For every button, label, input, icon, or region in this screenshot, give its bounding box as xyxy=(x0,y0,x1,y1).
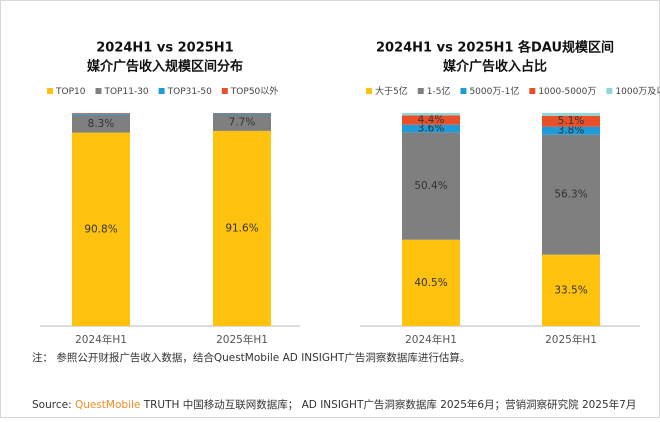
bar-segment xyxy=(72,113,130,114)
data-label: 50.4% xyxy=(414,180,447,192)
source-text: TRUTH 中国移动互联网数据库； AD INSIGHT广告洞察数据库 2025… xyxy=(143,398,637,411)
chart-title: 2024H1 vs 2025H1 各DAU规模区间 xyxy=(376,40,614,56)
data-label: 7.7% xyxy=(229,117,256,129)
data-label: 8.3% xyxy=(88,118,115,130)
legend-swatch xyxy=(366,88,372,94)
chart-title: 媒介广告收入占比 xyxy=(443,59,547,75)
data-label: 40.5% xyxy=(414,277,447,289)
legend-label: TOP11-30 xyxy=(103,87,148,97)
data-label: 91.6% xyxy=(225,222,258,234)
bar-segment xyxy=(542,113,600,116)
data-label: 33.5% xyxy=(554,284,587,296)
data-label: 90.8% xyxy=(84,223,117,235)
legend-label: 1000-5000万 xyxy=(538,87,596,97)
legend-label: TOP10 xyxy=(55,87,86,97)
legend-swatch xyxy=(47,88,53,94)
bar-segment xyxy=(402,113,460,115)
x-tick-label: 2025年H1 xyxy=(545,333,597,346)
legend-label: 大于5亿 xyxy=(375,85,408,97)
source-label: Source: xyxy=(32,399,72,411)
x-tick-label: 2024年H1 xyxy=(75,333,127,346)
data-label: 5.1% xyxy=(558,115,585,127)
legend-swatch xyxy=(222,88,228,94)
legend-swatch xyxy=(606,88,612,94)
legend-label: TOP50以外 xyxy=(230,85,278,97)
legend-label: 1000万及以下 xyxy=(615,86,660,97)
legend-swatch xyxy=(95,88,101,94)
chart-title: 2024H1 vs 2025H1 xyxy=(96,41,233,56)
legend-swatch xyxy=(159,88,165,94)
legend-label: TOP31-50 xyxy=(167,87,212,97)
data-label: 56.3% xyxy=(554,189,587,201)
data-label: 4.4% xyxy=(418,114,445,126)
source: Source: QuestMobile TRUTH 中国移动互联网数据库； AD… xyxy=(32,398,636,411)
legend-label: 1-5亿 xyxy=(427,85,451,97)
source-brand: QuestMobile xyxy=(75,399,140,411)
bar-segment xyxy=(72,114,130,115)
x-tick-label: 2024年H1 xyxy=(405,333,457,346)
x-tick-label: 2025年H1 xyxy=(216,333,268,346)
bar-segment xyxy=(213,113,271,114)
note: 注： 参照公开财报广告收入数据，结合QuestMobile AD INSIGHT… xyxy=(32,351,470,364)
legend-swatch xyxy=(529,88,535,94)
legend-swatch xyxy=(418,88,424,94)
legend-swatch xyxy=(460,88,466,94)
legend-label: 5000万-1亿 xyxy=(469,85,519,97)
chart-title: 媒介广告收入规模区间分布 xyxy=(87,59,243,75)
